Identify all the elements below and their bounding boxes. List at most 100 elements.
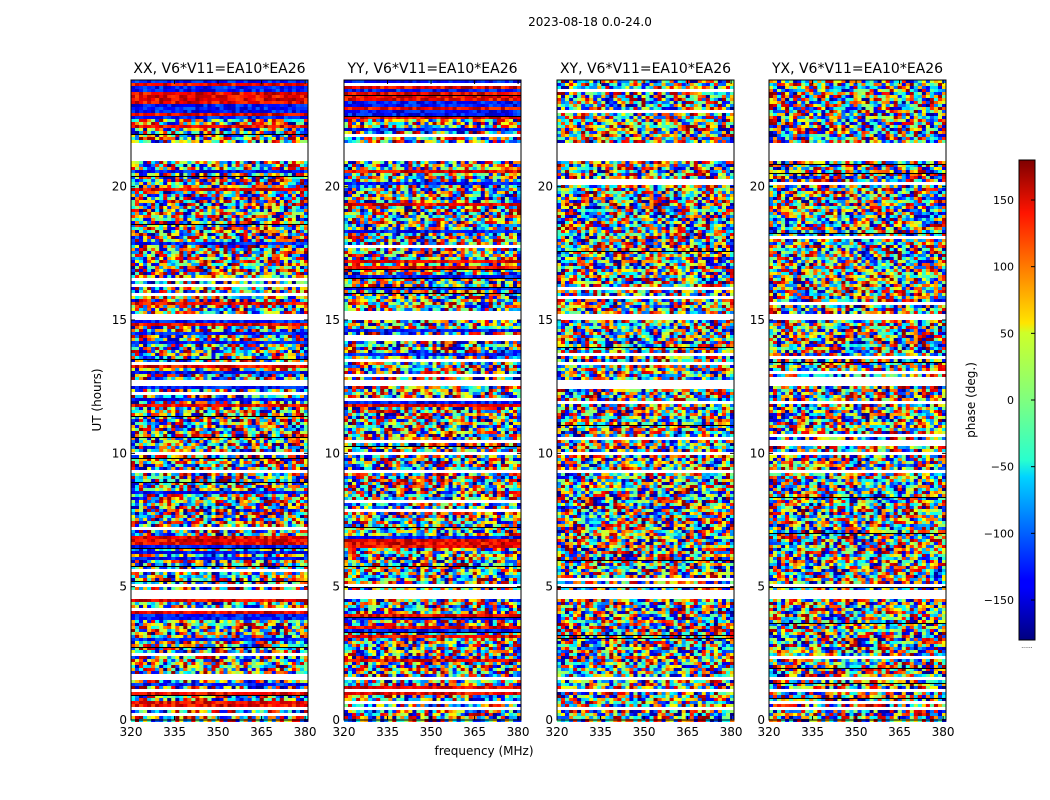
heatmap-cell [147, 125, 152, 128]
heatmap-cell [139, 323, 144, 326]
heatmap-cell [135, 422, 140, 425]
heatmap-cell [271, 185, 277, 188]
heatmap-cell [159, 353, 164, 356]
heatmap-cell [287, 191, 293, 194]
heatmap-cell [283, 140, 289, 143]
heatmap-cell [131, 356, 136, 359]
heatmap-cell [143, 242, 148, 245]
heatmap-cell [271, 437, 277, 440]
heatmap-cell [199, 458, 204, 461]
heatmap-cell [267, 188, 273, 191]
heatmap-cell [211, 410, 216, 413]
heatmap-cell [171, 266, 176, 269]
heatmap-cell [183, 161, 188, 164]
heatmap-cell [267, 110, 273, 113]
heatmap-cell [239, 311, 244, 314]
heatmap-cell [151, 353, 156, 356]
heatmap-cell [183, 311, 188, 314]
heatmap-cell [195, 221, 200, 224]
heatmap-row [131, 128, 309, 131]
heatmap-cell [304, 350, 309, 353]
heatmap-cell [300, 224, 305, 227]
heatmap-cell [175, 104, 180, 107]
heatmap-cell [143, 329, 148, 332]
heatmap-cell [267, 263, 273, 266]
heatmap-cell [179, 140, 184, 143]
heatmap-cell [251, 194, 257, 197]
heatmap-cell [207, 200, 212, 203]
heatmap-cell [259, 440, 265, 443]
heatmap-cell [167, 203, 172, 206]
heatmap-cell [304, 140, 309, 143]
heatmap-cell [203, 449, 208, 452]
heatmap-cell [171, 272, 176, 275]
heatmap-cell [179, 404, 184, 407]
heatmap-cell [215, 290, 220, 293]
heatmap-cell [187, 230, 192, 233]
heatmap-cell [151, 290, 156, 293]
heatmap-cell [175, 449, 180, 452]
heatmap-cell [171, 185, 176, 188]
heatmap-cell [259, 173, 265, 176]
heatmap-cell [143, 347, 148, 350]
heatmap-cell [203, 221, 208, 224]
heatmap-row [131, 104, 309, 107]
heatmap-cell [255, 164, 261, 167]
heatmap-cell [171, 371, 176, 374]
heatmap-cell [155, 230, 160, 233]
heatmap-cell [259, 176, 265, 179]
heatmap-cell [167, 311, 172, 314]
heatmap-cell [295, 209, 301, 212]
heatmap-cell [175, 203, 180, 206]
heatmap-cell [267, 389, 273, 392]
heatmap-cell [179, 365, 184, 368]
heatmap-row [131, 296, 309, 299]
heatmap-cell [263, 140, 269, 143]
heatmap-cell [179, 200, 184, 203]
heatmap-cell [271, 329, 277, 332]
heatmap-cell [287, 308, 293, 311]
heatmap-cell [255, 125, 261, 128]
heatmap-cell [175, 338, 180, 341]
heatmap-cell [207, 401, 212, 404]
heatmap-cell [279, 407, 285, 410]
heatmap-cell [175, 440, 180, 443]
heatmap-cell [147, 107, 152, 110]
heatmap-cell [295, 182, 301, 185]
heatmap-cell [203, 116, 208, 119]
heatmap-cell [131, 116, 136, 119]
heatmap-cell [183, 200, 188, 203]
heatmap-cell [275, 416, 281, 419]
heatmap-cell [139, 83, 144, 86]
heatmap-cell [223, 356, 228, 359]
heatmap-cell [211, 95, 216, 98]
heatmap-cell [143, 443, 148, 446]
heatmap-cell [259, 350, 265, 353]
heatmap-cell [231, 248, 236, 251]
heatmap-cell [147, 365, 152, 368]
heatmap-cell [163, 443, 168, 446]
heatmap-cell [275, 350, 281, 353]
heatmap-cell [179, 86, 184, 89]
heatmap-cell [175, 374, 180, 377]
heatmap-cell [143, 218, 148, 221]
heatmap-cell [251, 239, 257, 242]
heatmap-cell [267, 113, 273, 116]
heatmap-cell [135, 173, 140, 176]
heatmap-cell [279, 332, 285, 335]
heatmap-cell [211, 269, 216, 272]
heatmap-cell [267, 416, 273, 419]
heatmap-cell [131, 104, 136, 107]
heatmap-cell [171, 422, 176, 425]
heatmap-cell [211, 260, 216, 263]
heatmap-row [131, 137, 309, 140]
heatmap-cell [219, 443, 224, 446]
heatmap-cell [211, 341, 216, 344]
heatmap-cell [211, 374, 216, 377]
heatmap-cell [159, 407, 164, 410]
heatmap-cell [179, 443, 184, 446]
heatmap-cell [171, 356, 176, 359]
heatmap-cell [159, 344, 164, 347]
heatmap-cell [283, 80, 289, 83]
heatmap-cell [155, 422, 160, 425]
